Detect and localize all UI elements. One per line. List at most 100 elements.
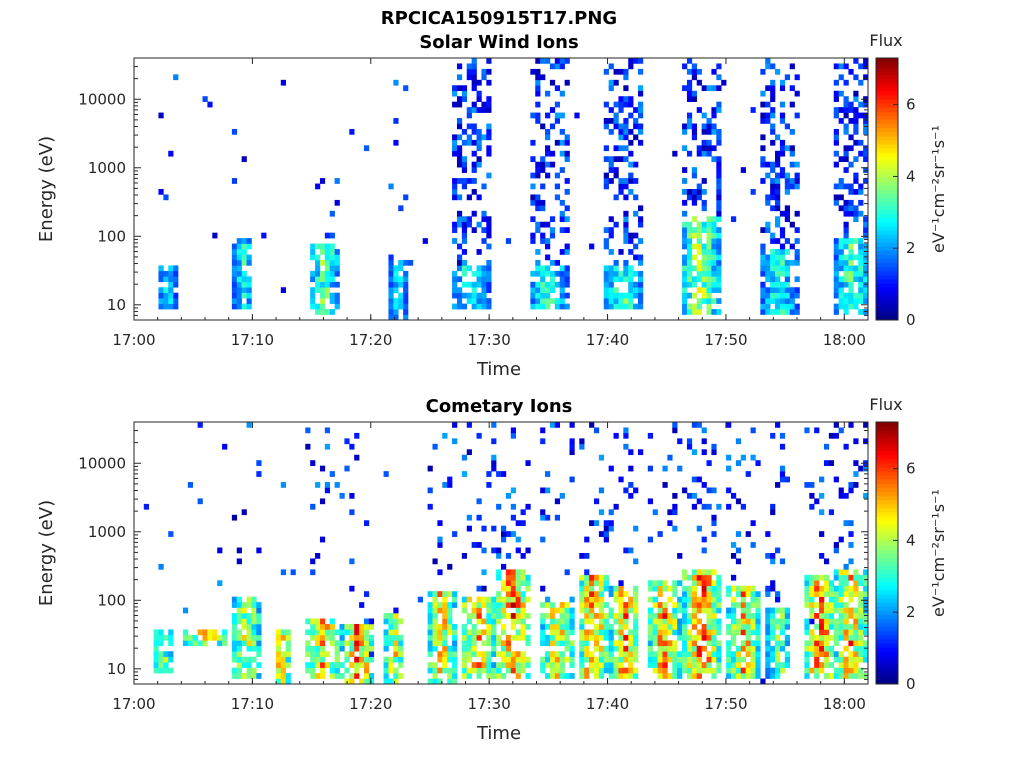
heatmap-cell (647, 596, 653, 603)
heatmap-cell (158, 656, 164, 663)
heatmap-cell (163, 303, 169, 310)
heatmap-cell (589, 596, 595, 603)
heatmap-cell (711, 585, 717, 592)
heatmap-cell (535, 199, 541, 206)
heatmap-cell (628, 482, 634, 488)
heatmap-cell (618, 96, 624, 102)
heatmap-cell (481, 569, 487, 576)
heatmap-cell (246, 645, 252, 652)
heatmap-cell (623, 651, 629, 658)
heatmap-cell (618, 602, 624, 608)
heatmap-cell (740, 667, 746, 674)
heatmap-cell (618, 270, 624, 277)
heatmap-cell (765, 645, 771, 652)
heatmap-cell (760, 259, 766, 266)
colorbar-segment (876, 180, 898, 186)
heatmap-cell (628, 112, 634, 119)
heatmap-cell (843, 107, 849, 113)
heatmap-cell (628, 298, 634, 304)
heatmap-cell (466, 112, 472, 119)
heatmap-cell (554, 183, 561, 190)
heatmap-cell (564, 150, 570, 157)
heatmap-cell (432, 645, 438, 652)
heatmap-cell (398, 298, 404, 304)
heatmap-cell (745, 591, 751, 597)
heatmap-cell (520, 607, 526, 614)
heatmap-cell (158, 265, 164, 272)
heatmap-cell (158, 651, 164, 658)
heatmap-cell (711, 216, 717, 223)
heatmap-cell (833, 640, 839, 647)
heatmap-cell (481, 667, 487, 674)
heatmap-cell (515, 569, 521, 576)
heatmap-cell (564, 249, 570, 255)
heatmap-cell (603, 227, 609, 233)
heatmap-cell (197, 422, 203, 428)
heatmap-cell (236, 667, 242, 674)
heatmap-cell (672, 585, 678, 592)
heatmap-cell (843, 210, 849, 217)
heatmap-cell (540, 667, 546, 674)
heatmap-cell (750, 454, 756, 461)
heatmap-cell (466, 645, 472, 652)
colorbar-segment (876, 434, 898, 439)
colorbar-segment (876, 679, 898, 685)
heatmap-cell (486, 79, 492, 86)
heatmap-cell (251, 613, 257, 619)
heatmap-cell (280, 667, 286, 674)
heatmap-cell (305, 629, 311, 636)
heatmap-cell (623, 298, 629, 304)
heatmap-cell (765, 259, 771, 266)
heatmap-cell (745, 623, 751, 630)
heatmap-cell (760, 287, 766, 294)
heatmap-cell (848, 287, 854, 294)
heatmap-cell (779, 281, 786, 288)
heatmap-cell (403, 270, 409, 277)
heatmap-cell (153, 667, 159, 674)
heatmap-cell (363, 520, 370, 527)
heatmap-cell (843, 574, 849, 581)
heatmap-cell (686, 656, 693, 663)
heatmap-cell (153, 656, 159, 663)
heatmap-cell (863, 465, 869, 472)
heatmap-cell (427, 634, 433, 641)
heatmap-cell (638, 216, 644, 223)
heatmap-cell (559, 276, 565, 283)
heatmap-cell (716, 134, 722, 141)
heatmap-cell (554, 118, 561, 124)
heatmap-cell (730, 607, 737, 614)
colorbar-segment (876, 287, 898, 292)
heatmap-cell (828, 613, 835, 619)
heatmap-cell (501, 602, 507, 608)
heatmap-cell (623, 547, 629, 554)
heatmap-cell (819, 509, 825, 516)
heatmap-cell (241, 254, 247, 261)
heatmap-cell (163, 662, 169, 668)
heatmap-cell (848, 298, 854, 304)
heatmap-cell (838, 591, 844, 597)
heatmap-cell (735, 585, 742, 592)
heatmap-cell (231, 613, 238, 619)
heatmap-cell (432, 558, 438, 565)
heatmap-cell (466, 139, 472, 146)
heatmap-cell (280, 569, 286, 576)
heatmap-cell (716, 205, 722, 212)
heatmap-cell (427, 645, 433, 652)
heatmap-cell (393, 613, 399, 619)
heatmap-cell (863, 221, 869, 228)
heatmap-cell (241, 613, 247, 619)
heatmap-cell (735, 618, 742, 625)
heatmap-cell (549, 161, 556, 168)
heatmap-cell (716, 640, 722, 647)
colorbar-segment (876, 491, 898, 497)
heatmap-cell (496, 602, 502, 608)
heatmap-cell (319, 270, 326, 277)
colorbar-segment (876, 168, 898, 174)
heatmap-cell (794, 303, 800, 310)
heatmap-cell (691, 172, 698, 179)
heatmap-cell (456, 216, 463, 223)
heatmap-cell (858, 276, 864, 283)
heatmap-cell (329, 292, 335, 299)
heatmap-cell (383, 613, 389, 619)
heatmap-cell (486, 623, 492, 630)
